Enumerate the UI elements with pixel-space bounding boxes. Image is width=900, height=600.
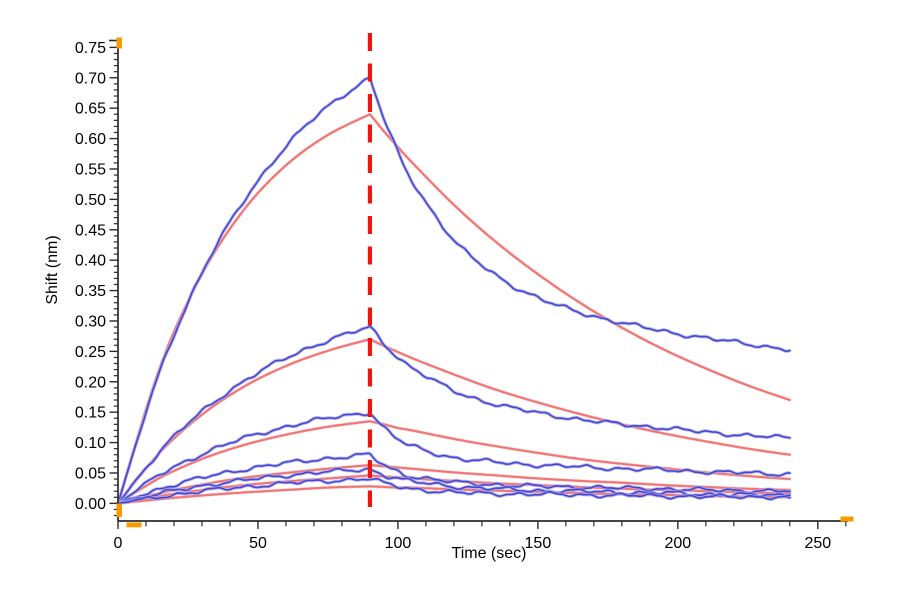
fit 1-curve [117, 113, 791, 505]
x-axis: 0 50 100 150 200 250 [114, 520, 848, 552]
y-tick-label: 0.10 [75, 435, 106, 452]
fit 2-halo [116, 337, 792, 505]
y-tick-label: 0.30 [75, 313, 106, 330]
y-tick-label: 0.75 [75, 40, 106, 57]
y-tick-label: 0.35 [75, 283, 106, 300]
x-axis-right-handle [840, 516, 854, 522]
y-tick-label: 0.45 [75, 222, 106, 239]
y-axis-title: Shift (nm) [44, 235, 61, 304]
fit 4-curve [117, 464, 791, 505]
x-tick-label: 250 [804, 535, 831, 552]
y-axis-top-handle [116, 37, 122, 49]
data 3-curve [117, 413, 791, 505]
x-tick-label: 200 [664, 535, 691, 552]
x-tick-label: 0 [114, 535, 123, 552]
y-tick-label: 0.40 [75, 253, 106, 270]
y-tick-label: 0.25 [75, 344, 106, 361]
y-tick-label: 0.50 [75, 192, 106, 209]
x-axis-left-handle [126, 522, 142, 528]
y-tick-label: 0.60 [75, 131, 106, 148]
x-tick-label: 50 [249, 535, 267, 552]
data-curves [116, 76, 792, 506]
x-axis-title: Time (sec) [452, 545, 527, 562]
data 5-curve [117, 467, 791, 505]
data 2-halo [116, 324, 792, 506]
y-tick-label: 0.55 [75, 161, 106, 178]
data 2-curve [117, 325, 791, 505]
y-tick-label: 0.20 [75, 374, 106, 391]
y-tick-label: 0.70 [75, 70, 106, 87]
y-tick-label: 0.65 [75, 101, 106, 118]
x-tick-label: 100 [385, 535, 412, 552]
y-tick-label: 0.00 [75, 496, 106, 513]
y-axis: 0.00 0.05 0.10 0.15 0.20 0.25 0.30 0.35 0.40 0.45… [75, 39, 119, 521]
data 4-curve [117, 452, 791, 505]
data 6-curve [117, 477, 791, 505]
fit 2-curve [117, 338, 791, 505]
axis-range-handles [109, 37, 854, 528]
y-tick-label: 0.15 [75, 405, 106, 422]
x-tick-label: 150 [525, 535, 552, 552]
data 1-curve [117, 76, 791, 505]
y-tick-label: 0.05 [75, 465, 106, 482]
y-axis-bottom-handle [116, 503, 122, 517]
